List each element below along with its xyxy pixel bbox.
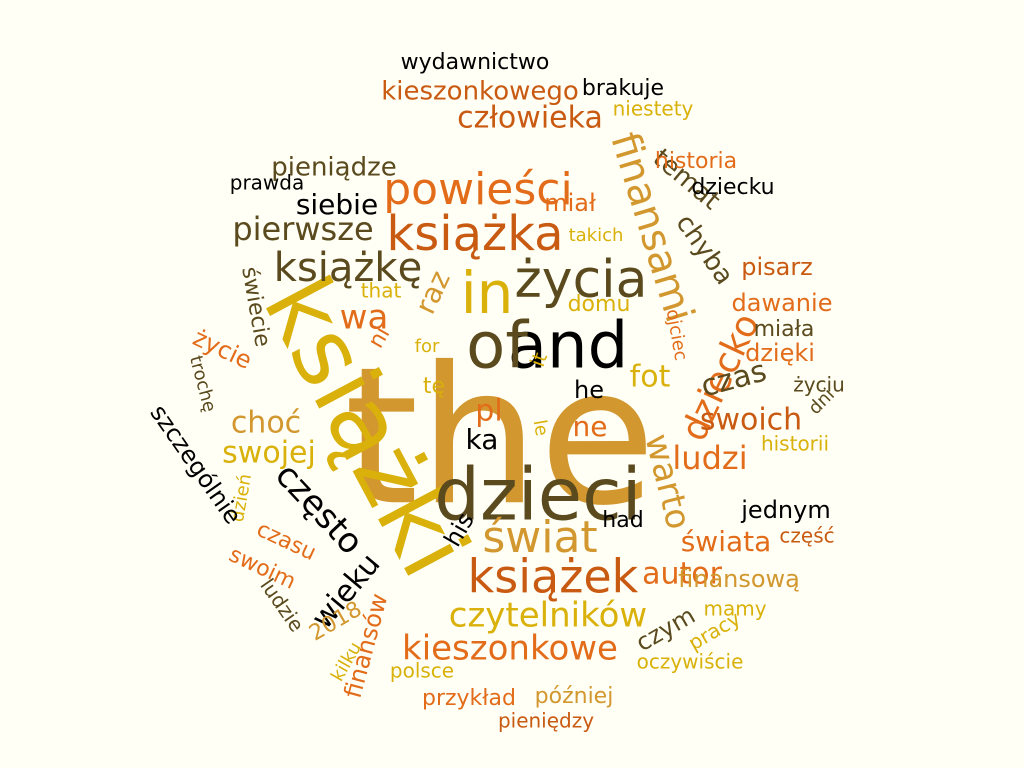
cloud-word: finansową — [678, 565, 800, 593]
cloud-word: historia — [655, 149, 737, 174]
cloud-word: and — [508, 310, 628, 384]
cloud-word: dzięki — [745, 339, 815, 367]
cloud-word: takich — [569, 225, 624, 246]
cloud-word: później — [535, 684, 614, 709]
cloud-word: przykład — [422, 686, 516, 711]
cloud-word: le — [529, 418, 552, 437]
cloud-word: brakuje — [582, 76, 664, 101]
cloud-word: miał — [544, 189, 596, 217]
cloud-word: powieści — [383, 164, 572, 215]
cloud-word: dawanie — [732, 289, 833, 317]
cloud-word: siebie — [296, 188, 378, 221]
cloud-word: that — [361, 279, 402, 303]
cloud-word: życiu — [793, 373, 845, 397]
cloud-word: autor — [642, 557, 723, 592]
cloud-word: dzieci — [434, 453, 641, 537]
cloud-word: fot — [630, 360, 671, 395]
cloud-word: of — [466, 310, 529, 384]
cloud-word: kieszonkowe — [402, 629, 618, 669]
cloud-word: świata — [681, 525, 772, 558]
cloud-word: wydawnictwo — [401, 50, 550, 75]
cloud-word: książkę — [274, 245, 422, 291]
cloud-word: świecie — [236, 265, 275, 349]
cloud-word: miała — [754, 317, 815, 342]
cloud-word: tę — [423, 374, 445, 399]
cloud-word: część — [779, 524, 834, 548]
cloud-word: mamy — [703, 597, 766, 621]
cloud-word: had — [602, 508, 643, 533]
cloud-word: dziecku — [691, 175, 774, 200]
cloud-word: kieszonkowego — [381, 77, 579, 107]
cloud-word: czytelników — [449, 596, 647, 636]
cloud-word: świat — [482, 512, 597, 563]
cloud-word: ne — [573, 410, 608, 443]
cloud-word: swoich — [700, 403, 802, 438]
cloud-word: pl — [475, 394, 502, 429]
cloud-word: pierwsze — [232, 210, 373, 248]
cloud-word: jednym — [740, 496, 830, 524]
cloud-word: ka — [466, 423, 499, 456]
cloud-word: wa — [340, 298, 389, 338]
cloud-word: domu — [568, 292, 631, 317]
cloud-word: życia — [515, 250, 648, 310]
cloud-word: ludzi — [672, 439, 747, 477]
cloud-word: oczywiście — [637, 650, 744, 674]
cloud-word: polsce — [390, 659, 454, 683]
cloud-word: pieniędzy — [498, 709, 594, 733]
cloud-word: for — [415, 336, 440, 357]
cloud-word: choć — [231, 406, 301, 441]
cloud-word: niestety — [613, 97, 694, 121]
cloud-word: pieniądze — [271, 153, 397, 183]
cloud-word: książka — [386, 206, 563, 262]
cloud-word: the — [344, 326, 656, 547]
cloud-word: he — [574, 376, 604, 404]
cloud-word: człowieka — [457, 101, 603, 136]
cloud-word: prawda — [230, 171, 304, 195]
cloud-word: pisarz — [741, 253, 813, 281]
cloud-word: trochę — [185, 353, 220, 414]
cloud-word: historii — [761, 432, 829, 456]
cloud-word: swojej — [222, 436, 316, 471]
cloud-word: in — [461, 259, 514, 327]
cloud-word: książek — [468, 550, 639, 604]
